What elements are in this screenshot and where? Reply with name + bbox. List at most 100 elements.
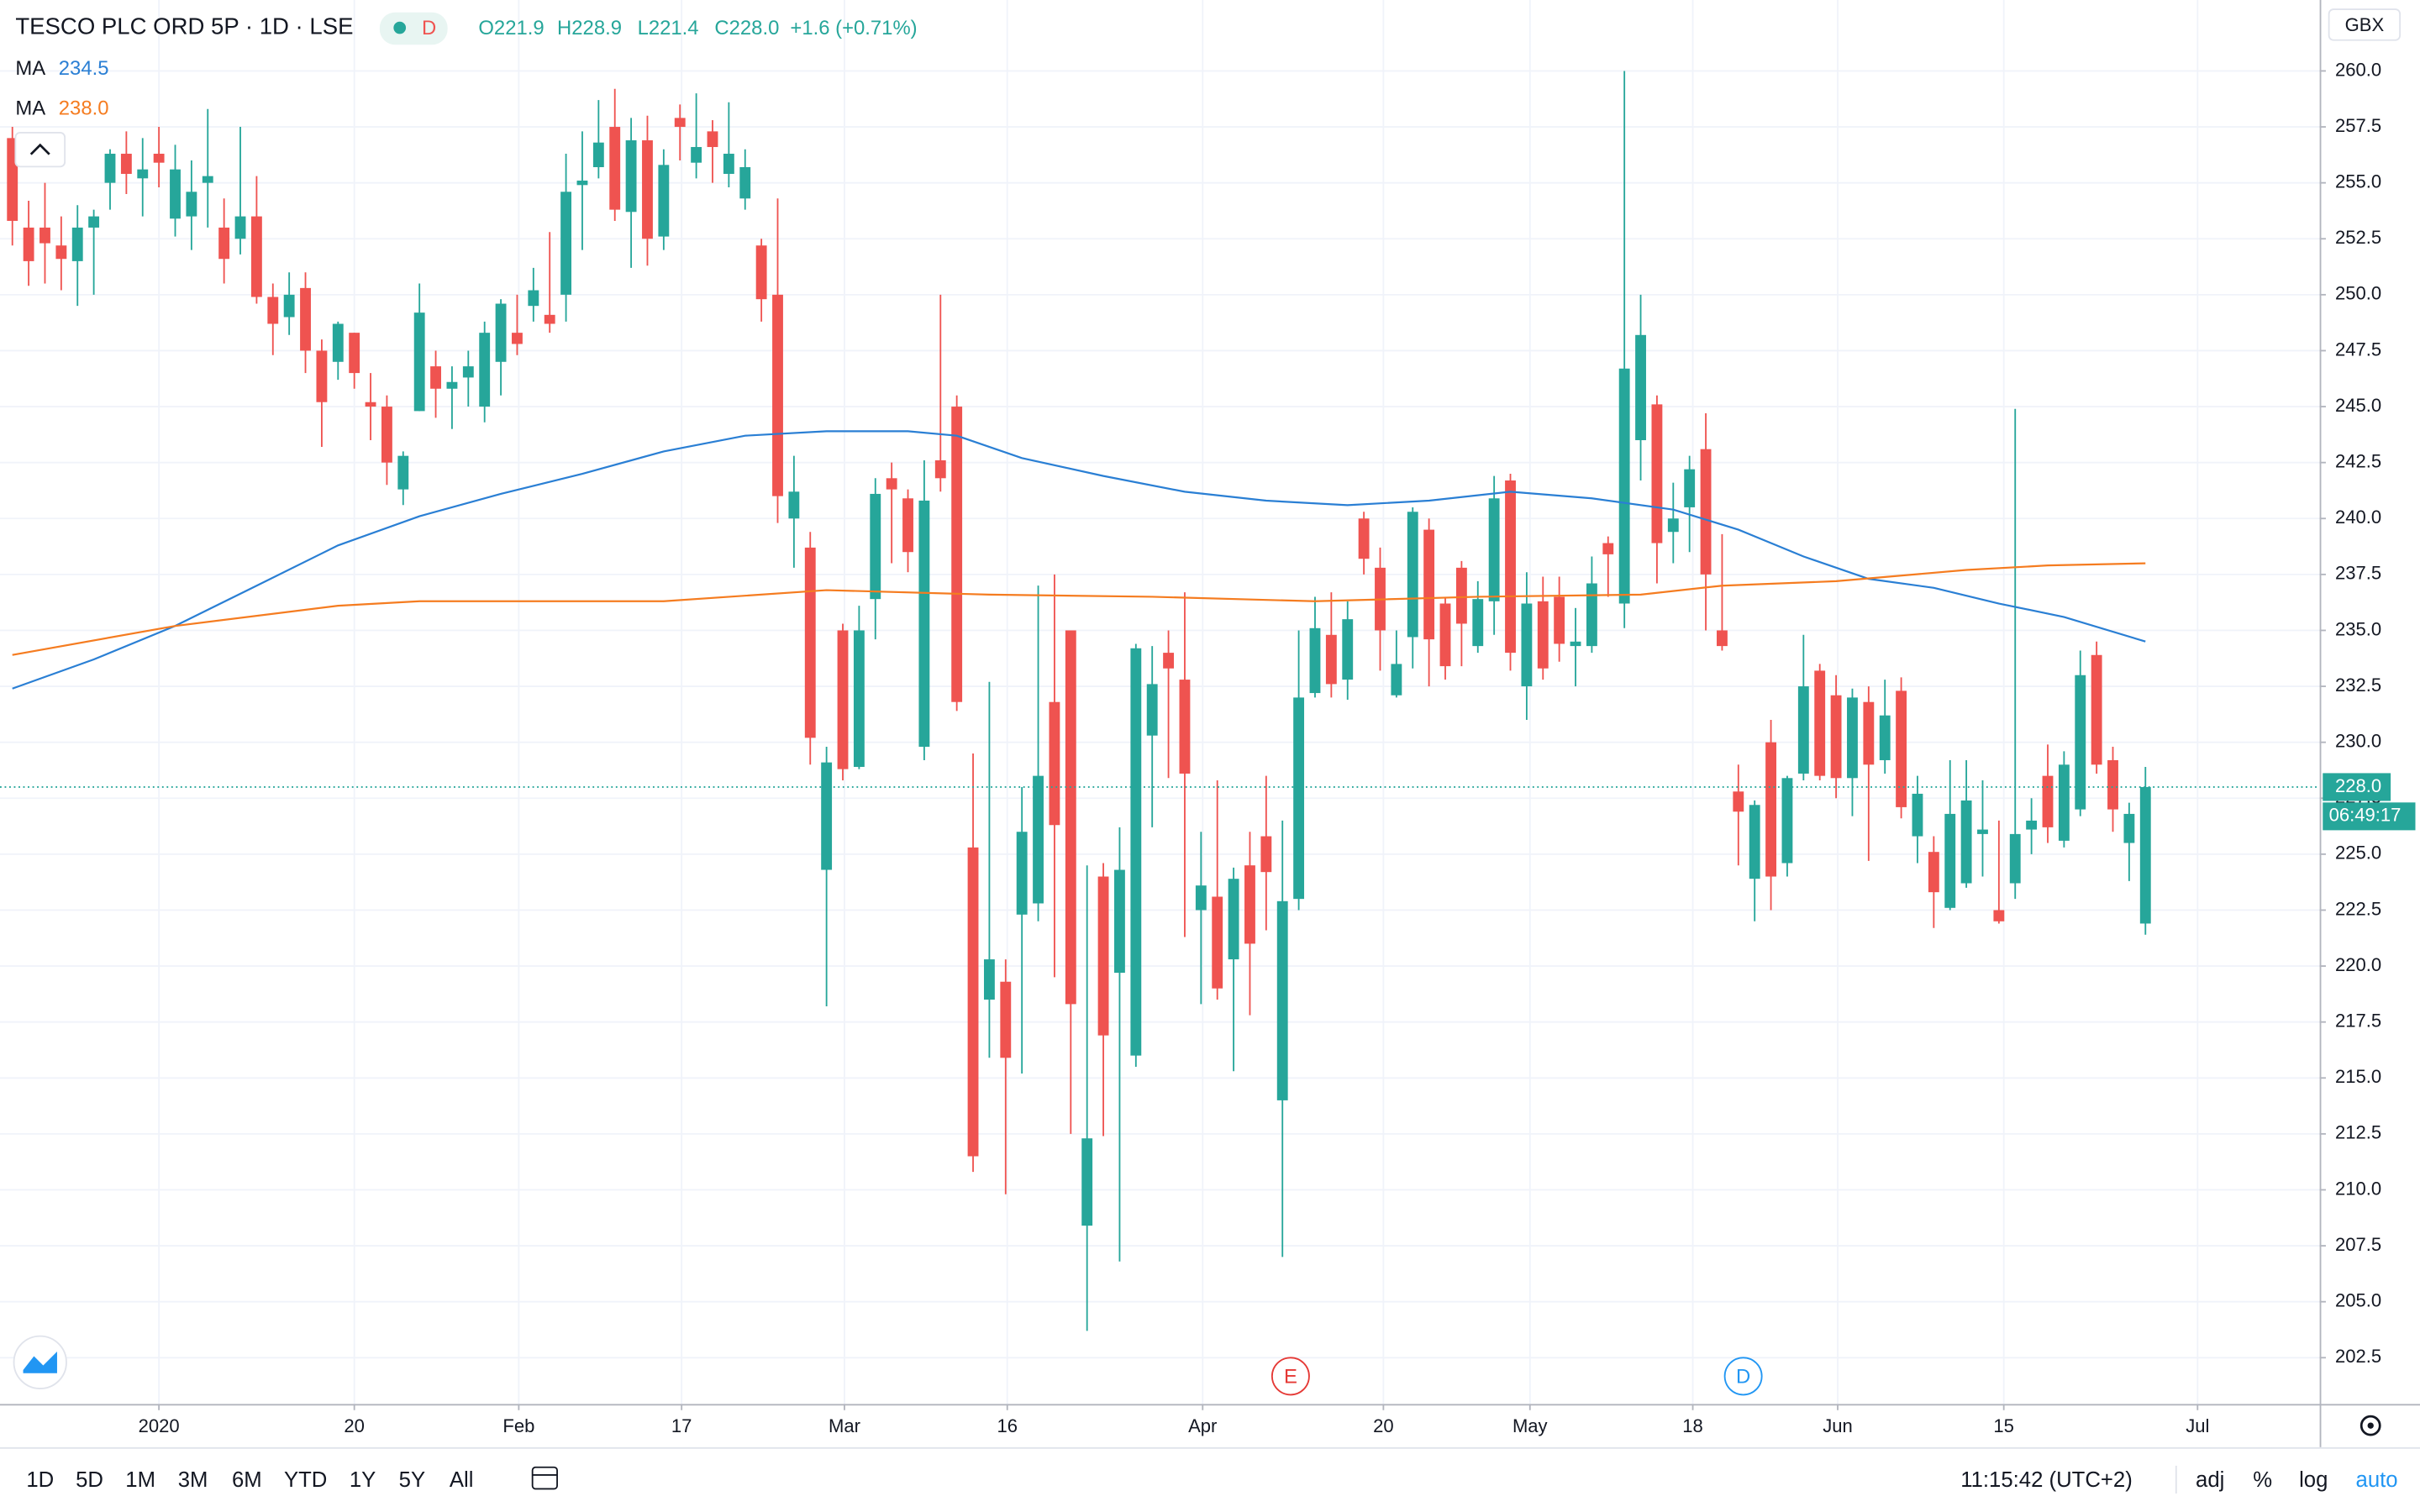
- candle-body: [870, 493, 881, 600]
- candle-body: [853, 630, 865, 767]
- x-tick-label: 20: [1373, 1415, 1394, 1436]
- candle-body: [1700, 449, 1712, 575]
- range-button[interactable]: 6M: [232, 1468, 262, 1492]
- candle-body: [23, 227, 34, 261]
- y-tick-label: 210.0: [2335, 1178, 2381, 1199]
- candle-body: [609, 127, 621, 210]
- y-tick-label: 207.5: [2335, 1234, 2381, 1255]
- candle-body: [560, 192, 572, 295]
- settings-button[interactable]: [2360, 1415, 2381, 1436]
- candle-body: [1602, 543, 1614, 554]
- candle-body: [1960, 800, 1972, 884]
- scale-option[interactable]: log: [2299, 1468, 2328, 1492]
- candle-body: [2058, 764, 2070, 841]
- candle-body: [1065, 630, 1076, 1005]
- candle-body: [1554, 596, 1565, 644]
- candle-body: [1863, 701, 1875, 765]
- candle-body: [2026, 820, 2038, 830]
- range-button[interactable]: 1D: [26, 1468, 54, 1492]
- y-tick-label: 245.0: [2335, 395, 2381, 416]
- candle-body: [1814, 670, 1826, 776]
- y-tick-label: 212.5: [2335, 1122, 2381, 1143]
- candle-body: [300, 287, 311, 351]
- candle-body: [2042, 775, 2054, 827]
- y-tick-label: 240.0: [2335, 507, 2381, 528]
- y-tick-label: 235.0: [2335, 618, 2381, 639]
- candle-body: [462, 366, 474, 378]
- scale-option[interactable]: %: [2253, 1468, 2272, 1492]
- y-tick-label: 247.5: [2335, 339, 2381, 360]
- countdown-label: 06:49:17: [2329, 805, 2402, 826]
- candle-body: [1049, 701, 1060, 826]
- y-tick-label: 220.0: [2335, 954, 2381, 975]
- x-tick-label: 20: [344, 1415, 365, 1436]
- candle-body: [1325, 634, 1337, 685]
- x-tick-label: Jun: [1823, 1415, 1853, 1436]
- candle-body: [642, 140, 653, 239]
- status-badge: D: [422, 17, 436, 39]
- candle-body: [1391, 664, 1402, 696]
- countdown-badge: [2323, 802, 2416, 831]
- range-button[interactable]: 5D: [76, 1468, 103, 1492]
- candle-body: [1212, 896, 1223, 989]
- candle-body: [528, 290, 539, 307]
- candle-body: [1749, 805, 1760, 879]
- candle-body: [1455, 567, 1467, 624]
- candle-body: [1179, 680, 1191, 774]
- candle-body: [772, 294, 783, 496]
- candle-body: [1163, 653, 1175, 669]
- candle-body: [1928, 852, 1939, 893]
- candle-body: [120, 154, 132, 174]
- candle-body: [1879, 715, 1891, 760]
- candle-body: [1472, 599, 1484, 647]
- candle-body: [283, 294, 295, 318]
- candle-body: [495, 303, 507, 362]
- candle-body: [1733, 791, 1744, 812]
- date-range-button[interactable]: [531, 1466, 558, 1490]
- x-tick-label: Feb: [502, 1415, 534, 1436]
- range-button[interactable]: All: [450, 1468, 474, 1492]
- settings-dot: [2367, 1422, 2374, 1429]
- x-tick-label: Mar: [829, 1415, 860, 1436]
- y-tick-label: 255.0: [2335, 171, 2381, 192]
- candle-body: [332, 323, 344, 362]
- range-button[interactable]: 5Y: [399, 1468, 425, 1492]
- candle-body: [951, 407, 963, 702]
- candle-body: [1618, 368, 1630, 604]
- candle-body: [902, 498, 913, 553]
- range-button[interactable]: 1Y: [350, 1468, 376, 1492]
- x-tick-label: Apr: [1188, 1415, 1217, 1436]
- candle-body: [934, 459, 946, 479]
- candle-body: [788, 491, 800, 519]
- ohlc-legend: L221.4: [638, 17, 699, 39]
- candle-body: [1993, 910, 2005, 921]
- collapse-button[interactable]: [14, 132, 66, 168]
- scale-option[interactable]: auto: [2356, 1468, 2398, 1492]
- candle-body: [1114, 869, 1125, 974]
- candle-body: [381, 407, 392, 463]
- event-marker[interactable]: [1723, 1357, 1763, 1396]
- candle-body: [1651, 404, 1663, 543]
- collapse-icon: [29, 143, 50, 155]
- candle-body: [1358, 518, 1370, 559]
- scale-option[interactable]: adj: [2196, 1468, 2224, 1492]
- range-button[interactable]: YTD: [284, 1468, 327, 1492]
- candle-body: [1797, 686, 1809, 774]
- range-button[interactable]: 3M: [178, 1468, 208, 1492]
- range-button[interactable]: 1M: [125, 1468, 155, 1492]
- x-tick-label: 16: [997, 1415, 1018, 1436]
- x-tick-label: 17: [671, 1415, 692, 1436]
- grid: [0, 0, 2320, 1404]
- candle-body: [1407, 512, 1418, 638]
- candle-body: [918, 500, 930, 747]
- candle-body: [1667, 518, 1679, 533]
- ohlc-legend: C228.0: [714, 17, 779, 39]
- candle-body: [1097, 876, 1109, 1036]
- event-marker[interactable]: [1270, 1357, 1310, 1396]
- candle-body: [250, 216, 262, 297]
- candle-body: [88, 216, 100, 228]
- candle-body: [1586, 583, 1597, 647]
- moving-average-line: [12, 562, 2146, 656]
- event-label: D: [1736, 1366, 1750, 1389]
- candle-body: [1781, 778, 1793, 864]
